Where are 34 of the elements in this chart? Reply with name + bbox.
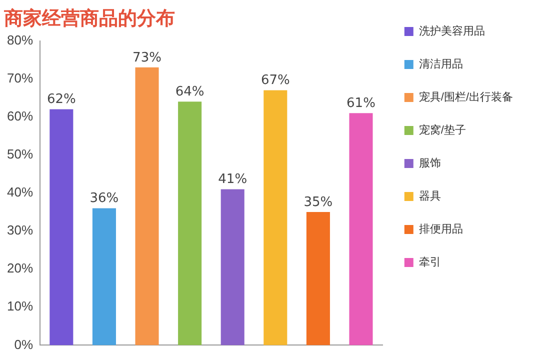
- y-tick-label: 0%: [14, 336, 34, 352]
- legend-label: 宠窝/垫子: [418, 124, 466, 137]
- data-label: 64%: [175, 84, 204, 100]
- chart-title: 商家经营商品的分布: [3, 7, 175, 30]
- bar: [220, 189, 244, 346]
- legend-label: 清洁用品: [418, 58, 463, 71]
- bar: [50, 109, 74, 346]
- data-label: 41%: [218, 172, 248, 188]
- y-tick-label: 50%: [6, 146, 34, 162]
- bar: [306, 212, 330, 346]
- y-tick-label: 70%: [6, 70, 34, 86]
- legend-label: 器具: [418, 190, 441, 203]
- data-label: 35%: [304, 194, 333, 210]
- legend-label: 洗护美容用品: [418, 24, 485, 38]
- y-tick-label: 10%: [6, 298, 34, 314]
- legend-label: 服饰: [418, 158, 441, 170]
- y-tick-label: 30%: [6, 222, 34, 238]
- legend-label: 宠具/围栏/出行装备: [418, 90, 514, 104]
- bar: [349, 113, 373, 346]
- legend-label: 排便用品: [418, 224, 463, 236]
- y-tick-label: 20%: [6, 260, 34, 276]
- y-tick-label: 60%: [6, 108, 34, 124]
- bar: [135, 67, 159, 346]
- data-label: 73%: [132, 50, 162, 66]
- legend-label: 牵引: [418, 256, 441, 269]
- bar: [178, 102, 202, 346]
- bar: [92, 208, 116, 346]
- data-label: 62%: [46, 92, 76, 108]
- data-label: 61%: [346, 96, 376, 111]
- y-tick-label: 40%: [6, 184, 34, 200]
- data-label: 36%: [90, 191, 119, 206]
- data-label: 67%: [260, 73, 290, 88]
- y-tick-label: 80%: [6, 32, 34, 48]
- bar: [264, 90, 288, 346]
